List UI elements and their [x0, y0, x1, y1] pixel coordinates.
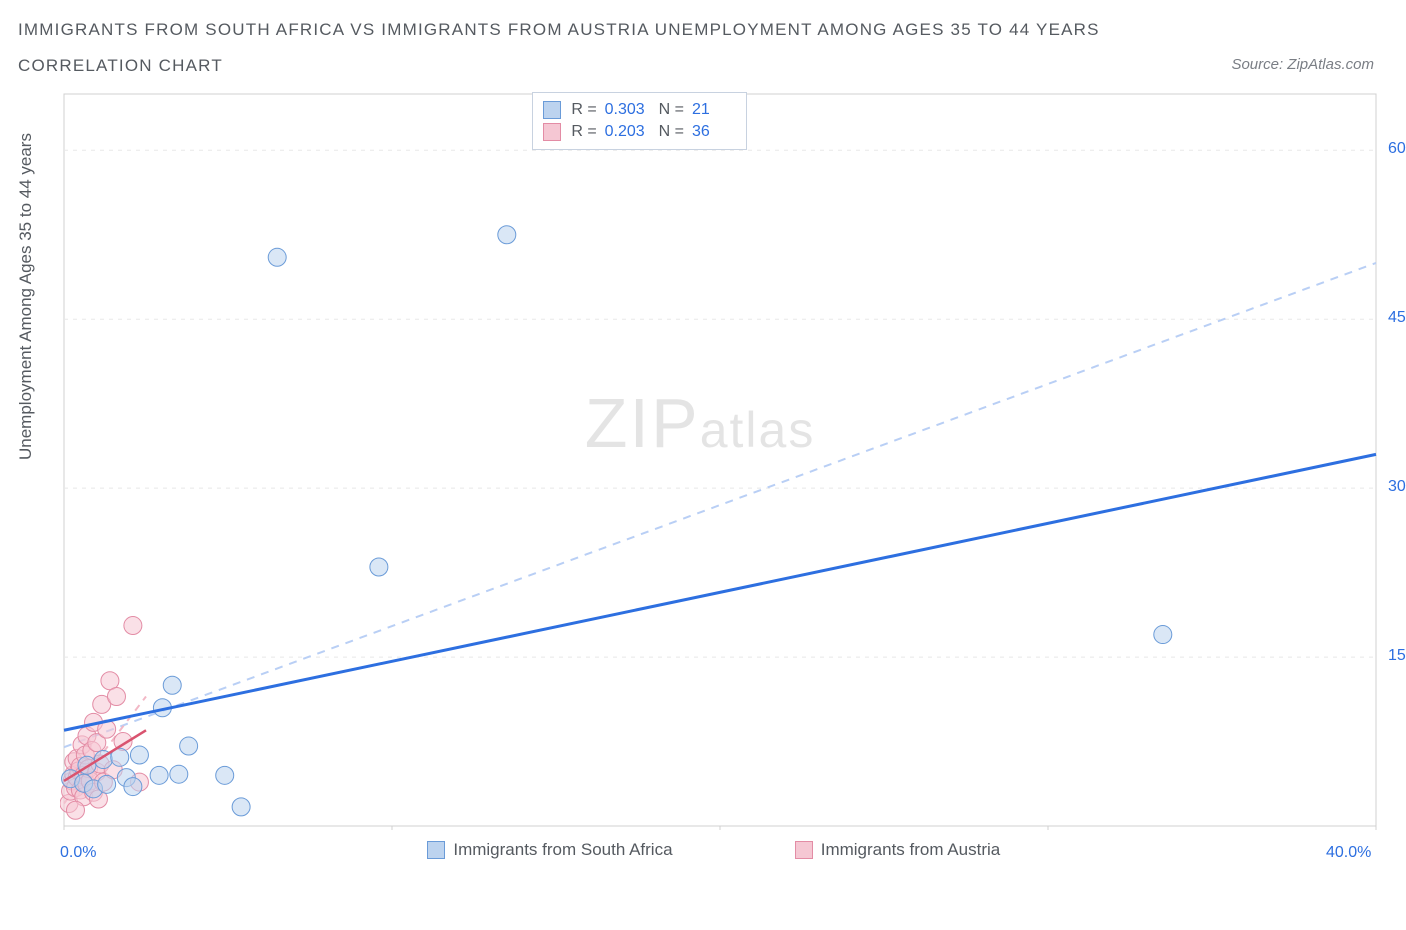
series1-label: Immigrants from South Africa [453, 840, 672, 860]
stats-legend: R = 0.303 N = 21 R = 0.203 N = 36 [532, 92, 747, 150]
x-tick-label: 40.0% [1326, 844, 1371, 862]
series2-r-value: 0.203 [605, 121, 649, 143]
chart-title-line1: IMMIGRANTS FROM SOUTH AFRICA VS IMMIGRAN… [18, 20, 1100, 40]
y-tick-label: 45.0% [1388, 309, 1406, 327]
y-axis-label: Unemployment Among Ages 35 to 44 years [16, 133, 36, 460]
bottom-legend-series2: Immigrants from Austria [795, 840, 1001, 860]
series2-n-value: 36 [692, 121, 736, 143]
watermark-atlas: atlas [700, 402, 816, 458]
source-label: Source: ZipAtlas.com [1231, 56, 1374, 73]
square-icon [795, 841, 813, 859]
y-tick-label: 15.0% [1388, 647, 1406, 665]
square-icon [543, 101, 561, 119]
n-label: N = [659, 99, 684, 121]
y-tick-label: 60.0% [1388, 140, 1406, 158]
watermark: ZIPatlas [585, 383, 816, 463]
square-icon [427, 841, 445, 859]
n-label: N = [659, 121, 684, 143]
chart-title-line2: CORRELATION CHART [18, 56, 223, 76]
series1-n-value: 21 [692, 99, 736, 121]
stats-row-series2: R = 0.203 N = 36 [543, 121, 736, 143]
r-label: R = [571, 99, 596, 121]
series1-r-value: 0.303 [605, 99, 649, 121]
x-tick-label: 0.0% [60, 844, 96, 862]
square-icon [543, 123, 561, 141]
series2-label: Immigrants from Austria [821, 840, 1001, 860]
stats-row-series1: R = 0.303 N = 21 [543, 99, 736, 121]
r-label: R = [571, 121, 596, 143]
watermark-zip: ZIP [585, 384, 700, 462]
bottom-legend-series1: Immigrants from South Africa [427, 840, 672, 860]
y-tick-label: 30.0% [1388, 478, 1406, 496]
